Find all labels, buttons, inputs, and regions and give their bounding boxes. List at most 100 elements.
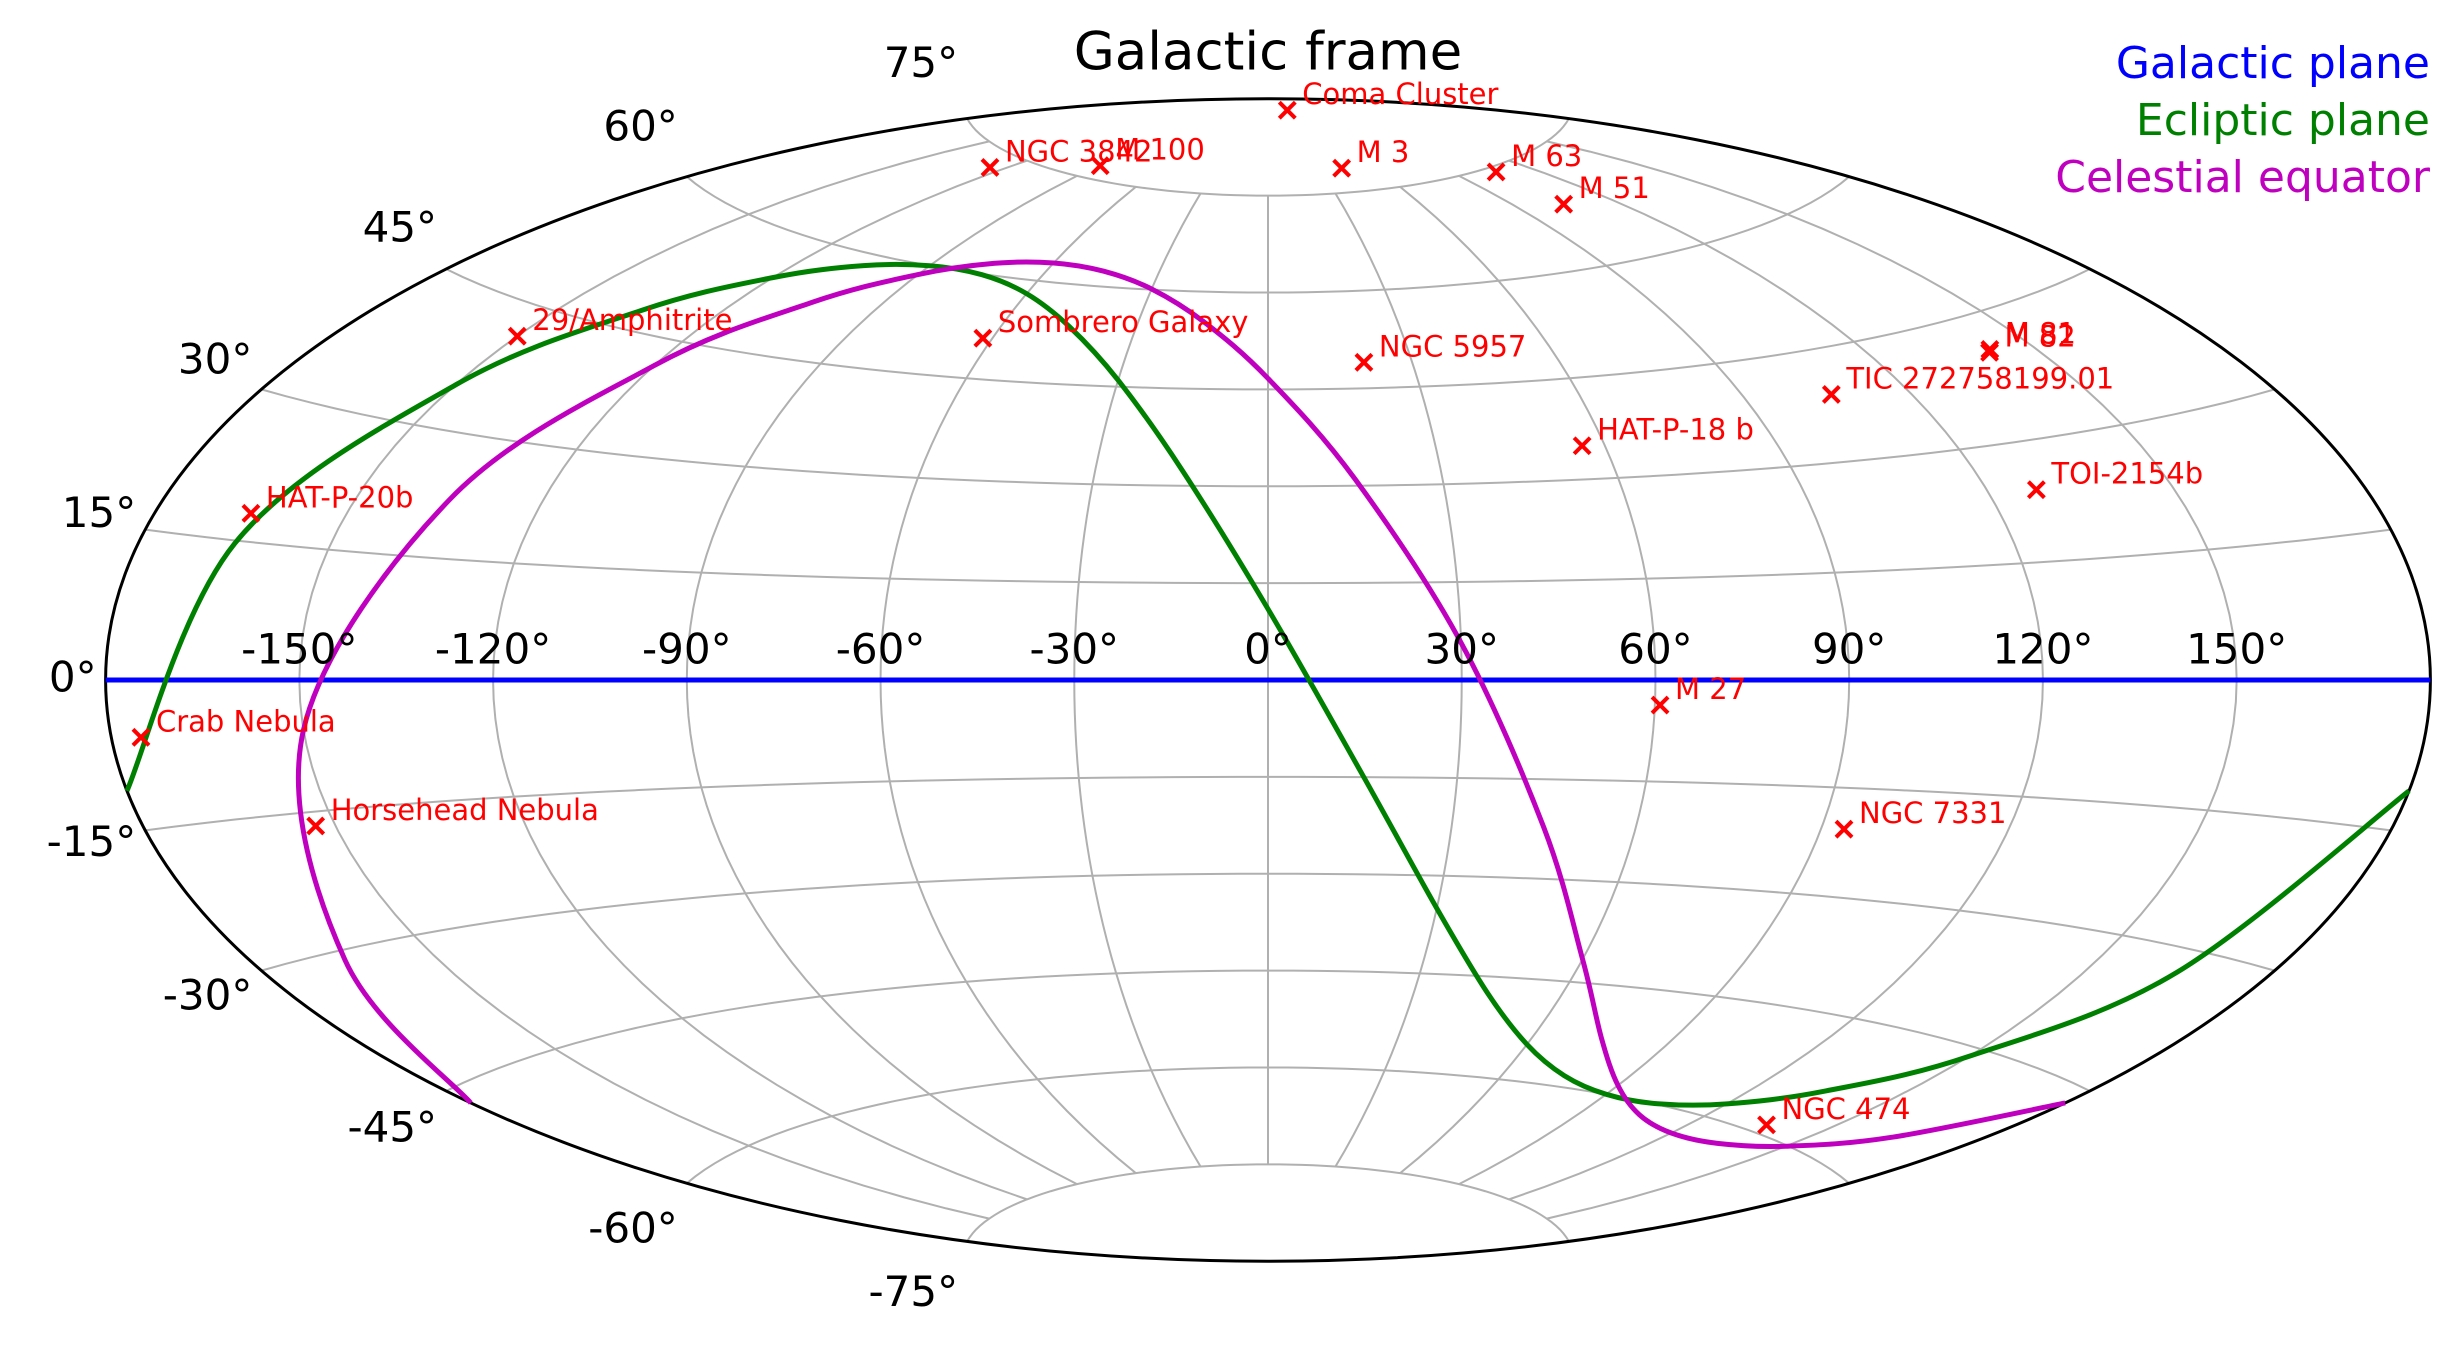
- object-marker: [306, 816, 326, 836]
- y-tick-label: 75°: [884, 38, 958, 87]
- object-label: M 27: [1675, 672, 1746, 706]
- marker-cross: [306, 816, 326, 836]
- object-marker: [507, 326, 527, 346]
- marker-cross: [1572, 436, 1592, 456]
- marker-cross: [1757, 1115, 1776, 1135]
- object-marker: [1821, 384, 1841, 404]
- object-label: M 63: [1511, 139, 1582, 173]
- frame: [104, 97, 2432, 1263]
- object-marker: [1354, 352, 1374, 372]
- marker-cross: [1650, 695, 1670, 715]
- object-label: Horsehead Nebula: [331, 793, 599, 827]
- marker-cross: [507, 326, 527, 346]
- object-marker: [980, 158, 1000, 177]
- legend-entry: Celestial equator: [2055, 152, 2431, 203]
- grid-line: [261, 872, 2275, 972]
- grid-line: [145, 775, 2391, 832]
- object-label: HAT-P-20b: [266, 480, 414, 514]
- object-marker: [1486, 162, 1506, 182]
- object-label: NGC 5957: [1379, 329, 1526, 363]
- x-tick-label: -150°: [241, 625, 357, 674]
- y-tick-label: -75°: [869, 1267, 959, 1316]
- y-tick-label: -45°: [347, 1102, 437, 1151]
- x-tick-label: 30°: [1425, 625, 1499, 674]
- legend: Galactic plane Ecliptic plane Celestial eq…: [2055, 38, 2431, 203]
- object-marker: [1757, 1115, 1776, 1135]
- object-label: HAT-P-18 b: [1597, 413, 1754, 447]
- object-label: M 3: [1357, 135, 1410, 169]
- marker-cross: [1834, 819, 1854, 839]
- x-tick-label: -90°: [642, 625, 732, 674]
- grid-line: [445, 268, 2091, 391]
- object-marker: [973, 328, 993, 348]
- series-line: [295, 259, 2066, 1150]
- object-marker: [1980, 342, 1999, 362]
- x-tick-label: 60°: [1618, 625, 1692, 674]
- grid-line: [686, 175, 1850, 294]
- grid: [145, 118, 2391, 1242]
- object-label: TOI-2154b: [2050, 457, 2203, 491]
- object-label: Coma Cluster: [1302, 77, 1498, 111]
- object-label: 29/Amphitrite: [532, 303, 732, 337]
- object-label: Sombrero Galaxy: [998, 305, 1249, 339]
- object-label: NGC 3842: [1005, 134, 1152, 168]
- y-tick-label: -30°: [163, 971, 253, 1020]
- grid-line: [966, 1163, 1570, 1242]
- object-label: NGC 7331: [1859, 796, 2006, 830]
- grid-line: [966, 118, 1570, 197]
- x-tick-label: -30°: [1029, 625, 1119, 674]
- x-tick-label: 120°: [1992, 625, 2093, 674]
- chart-title: Galactic frame: [1074, 22, 1463, 83]
- grid-line: [686, 1066, 1850, 1185]
- x-tick-label: -120°: [435, 625, 551, 674]
- y-tick-label: 45°: [363, 203, 437, 252]
- object-marker: [1277, 100, 1297, 120]
- object-label: M 100: [1115, 133, 1205, 167]
- legend-entry: Galactic plane: [2116, 38, 2430, 89]
- marker-cross: [241, 503, 261, 523]
- x-tick-label: -60°: [836, 625, 926, 674]
- object-label: M 81: [2005, 316, 2076, 350]
- object-marker: [1090, 156, 1110, 176]
- object-label: TIC 272758199.01: [1845, 361, 2114, 395]
- x-tick-label: 150°: [2186, 625, 2287, 674]
- marker-cross: [1354, 352, 1374, 372]
- y-tick-label: -15°: [47, 817, 137, 866]
- marker-cross: [131, 727, 151, 747]
- object-label: M 51: [1579, 171, 1650, 205]
- legend-entry: Ecliptic plane: [2136, 95, 2430, 146]
- marker-cross: [973, 328, 993, 348]
- x-tick-label: 90°: [1812, 625, 1886, 674]
- marker-cross: [1277, 100, 1297, 120]
- object-marker: [1572, 436, 1592, 456]
- marker-cross: [1090, 156, 1110, 176]
- marker-cross: [1332, 158, 1352, 178]
- object-marker: [241, 503, 261, 523]
- grid-line: [145, 528, 2391, 585]
- object-label: NGC 474: [1782, 1092, 1911, 1126]
- marker-cross: [1980, 342, 1999, 362]
- object-marker: [1332, 158, 1352, 178]
- marker-cross: [2026, 480, 2046, 500]
- y-tick-label: 30°: [178, 334, 252, 383]
- grid-line: [445, 969, 2091, 1092]
- y-tick-label: 0°: [49, 653, 97, 702]
- y-tick-label: 15°: [62, 488, 136, 537]
- marker-cross: [1486, 162, 1506, 182]
- object-marker: [2026, 480, 2046, 500]
- grid-line: [261, 388, 2275, 488]
- object-label: Crab Nebula: [156, 704, 336, 738]
- tick-labels: -150° -120° -90° -60° -30° 0° 30° 60° 90° 120° 150…: [47, 38, 2288, 1316]
- x-tick-label: 0°: [1244, 625, 1292, 674]
- curves: [105, 259, 2431, 1150]
- marker-cross: [980, 158, 1000, 177]
- marker-cross: [1554, 194, 1574, 214]
- series-line: [124, 261, 2411, 1108]
- object-marker: [1650, 695, 1670, 715]
- y-tick-label: 60°: [603, 102, 677, 151]
- object-marker: [131, 727, 151, 747]
- object-marker: [1834, 819, 1854, 839]
